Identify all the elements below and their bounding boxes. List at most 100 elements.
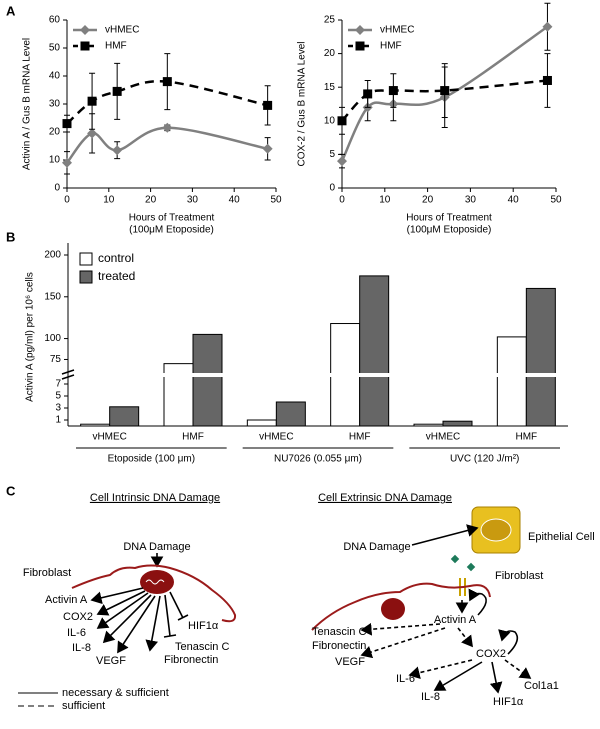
- marker: [355, 25, 365, 35]
- target: Fibronectin: [312, 640, 366, 652]
- x-tick-label: 0: [339, 195, 345, 206]
- group-label: Etoposide (100 μm): [108, 454, 195, 465]
- legend-label: HMF: [105, 41, 127, 52]
- bar: [413, 423, 444, 427]
- trigger: DNA Damage: [343, 541, 410, 553]
- x-tick-label: HMF: [182, 432, 204, 443]
- bar: [246, 419, 277, 427]
- x-tick-label: 20: [145, 195, 157, 206]
- x-axis-label: (100μM Etoposide): [407, 225, 492, 236]
- legend-label: vHMEC: [105, 25, 139, 36]
- target: Tenascin C: [175, 641, 229, 653]
- arrow: [90, 587, 144, 605]
- target: Tenascin C: [312, 626, 366, 638]
- target: Fibronectin: [164, 654, 218, 666]
- arrow: [145, 595, 161, 652]
- axis-break-gap: [69, 373, 569, 377]
- bar: [525, 287, 556, 427]
- arrow: [498, 629, 519, 655]
- x-axis-label: (100μM Etoposide): [129, 225, 214, 236]
- marker: [337, 156, 347, 167]
- target: IL-8: [72, 642, 91, 654]
- arrow: [117, 595, 156, 654]
- cell-label: Epithelial Cell: [528, 531, 595, 543]
- arrow: [408, 659, 473, 679]
- target: COX2: [63, 611, 93, 623]
- x-tick-label: HMF: [515, 432, 537, 443]
- bar: [496, 336, 527, 427]
- target: IL-8: [421, 691, 440, 703]
- diagram-right: Cell Extrinsic DNA Damage Epithelial Cel…: [311, 492, 595, 708]
- nucleus: [381, 598, 405, 620]
- nucleus: [140, 570, 174, 594]
- y-tick-label: 30: [49, 99, 61, 110]
- x-tick-label: 50: [270, 195, 282, 206]
- x-tick-label: 40: [229, 195, 241, 206]
- group-label: UVC (120 J/m²): [450, 454, 519, 465]
- diagram-title: Cell Extrinsic DNA Damage: [318, 492, 452, 504]
- y-tick-label: 20: [49, 127, 61, 138]
- arrow: [468, 588, 487, 616]
- x-tick-label: 50: [550, 195, 562, 206]
- x-tick-label: vHMEC: [92, 432, 126, 443]
- y-axis-label: Activin A (pg/ml) per 10⁶ cells: [25, 272, 36, 402]
- y-tick-label: 15: [324, 82, 336, 93]
- y-tick-label: 25: [324, 15, 336, 26]
- marker: [337, 116, 347, 126]
- bar: [109, 406, 140, 427]
- target: VEGF: [96, 655, 126, 667]
- marker: [80, 25, 90, 35]
- y-tick-label: 3: [55, 403, 61, 414]
- y-tick-label: 150: [44, 291, 61, 302]
- legend-swatch: [79, 270, 93, 284]
- marker: [112, 145, 123, 156]
- x-tick-label: vHMEC: [426, 432, 460, 443]
- target: Activin A: [45, 594, 88, 606]
- bar: [163, 363, 194, 427]
- x-axis-label: Hours of Treatment: [129, 213, 215, 224]
- series-line: [66, 126, 268, 164]
- bar: [275, 401, 306, 427]
- y-tick-label: 5: [55, 391, 61, 402]
- bar: [442, 420, 473, 427]
- bar: [359, 275, 390, 427]
- target: Activin A: [434, 614, 477, 626]
- y-axis-label: COX-2 / Gus B mRNA Level: [297, 41, 308, 166]
- marker: [355, 41, 365, 51]
- ligand: [466, 562, 476, 572]
- group-label: NU7026 (0.055 μm): [274, 454, 362, 465]
- y-tick-label: 0: [329, 183, 335, 194]
- target: HIF1α: [493, 696, 524, 708]
- marker: [542, 21, 553, 32]
- diagram-title: Cell Intrinsic DNA Damage: [90, 492, 220, 504]
- x-tick-label: 40: [508, 195, 520, 206]
- marker: [542, 75, 552, 85]
- arrow: [489, 661, 503, 694]
- legend-label: vHMEC: [380, 25, 414, 36]
- ligand: [450, 554, 460, 564]
- y-tick-label: 75: [50, 354, 62, 365]
- target: HIF1α: [188, 620, 219, 632]
- panel-label: C: [6, 483, 16, 498]
- y-tick-label: 50: [49, 43, 61, 54]
- fibroblast: [311, 582, 491, 631]
- target: IL-6: [67, 627, 86, 639]
- inhibition: [169, 591, 189, 621]
- arrow: [411, 524, 479, 546]
- y-tick-label: 0: [54, 183, 60, 194]
- inhibition: [163, 594, 177, 638]
- target: VEGF: [335, 656, 365, 668]
- fibroblast: [71, 564, 237, 623]
- y-tick-label: 7: [55, 379, 61, 390]
- x-tick-label: 10: [379, 195, 391, 206]
- nucleus: [480, 518, 512, 542]
- target: IL-6: [396, 673, 415, 685]
- marker: [363, 89, 373, 99]
- trigger: DNA Damage: [123, 541, 190, 553]
- marker: [440, 86, 450, 96]
- arrow: [96, 590, 146, 616]
- marker: [62, 157, 72, 168]
- arrow: [360, 622, 441, 636]
- bar: [80, 423, 111, 427]
